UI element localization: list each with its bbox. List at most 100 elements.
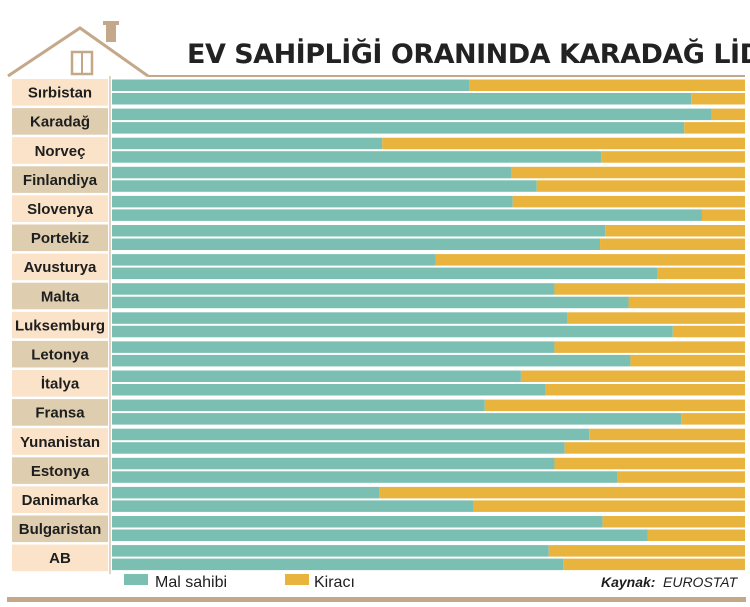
source-value: EUROSTAT	[663, 574, 739, 590]
bar-mal-sahibi	[112, 283, 555, 295]
category-label-bg	[12, 224, 108, 252]
bar-mal-sahibi	[112, 413, 682, 425]
bar-mal-sahibi	[112, 341, 555, 353]
category-label-bg	[12, 370, 108, 397]
category-label: Bulgaristan	[19, 521, 102, 538]
bar-mal-sahibi	[112, 384, 546, 396]
category-label-bg	[12, 399, 108, 426]
category-label: Slovenya	[27, 201, 94, 218]
bar-mal-sahibi	[112, 399, 485, 412]
bar-mal-sahibi	[112, 137, 383, 150]
bar-mal-sahibi	[112, 500, 474, 512]
chart-rows: Sırbistan Karadağ Norveç Finlandiya Slovenya…	[12, 79, 745, 572]
category-label-bg	[12, 428, 108, 455]
bar-mal-sahibi	[112, 354, 631, 367]
bar-kiraci	[554, 283, 745, 295]
source-label: Kaynak:	[601, 574, 655, 590]
bar-kiraci	[511, 166, 745, 179]
bar-kiraci	[681, 413, 745, 425]
legend-label-kiraci: Kiracı	[314, 574, 355, 591]
bar-mal-sahibi	[112, 225, 606, 237]
category-label: Fransa	[35, 405, 85, 422]
category-label-bg	[12, 515, 108, 543]
bar-mal-sahibi	[112, 108, 712, 121]
bar-mal-sahibi	[112, 529, 648, 541]
source-note: Kaynak: EUROSTAT	[601, 574, 739, 590]
bar-kiraci	[554, 341, 745, 353]
bar-kiraci	[617, 471, 745, 483]
category-label-bg	[12, 108, 108, 135]
category-label: Malta	[41, 288, 80, 305]
bar-kiraci	[601, 151, 745, 163]
bar-kiraci	[548, 545, 745, 557]
bar-mal-sahibi	[112, 151, 602, 163]
category-label: Finlandiya	[23, 172, 98, 189]
bar-kiraci	[628, 296, 745, 309]
bar-kiraci	[564, 442, 745, 454]
category-label: Karadağ	[30, 114, 90, 131]
category-label: Estonya	[31, 463, 90, 480]
bar-mal-sahibi	[112, 195, 513, 208]
category-label: Danimarka	[22, 492, 99, 509]
bar-kiraci	[473, 500, 745, 512]
bar-mal-sahibi	[112, 93, 692, 105]
bar-mal-sahibi	[112, 209, 702, 221]
bar-mal-sahibi	[112, 267, 658, 280]
category-label-bg	[12, 166, 108, 193]
category-label: AB	[49, 550, 71, 567]
category-label-bg	[12, 79, 108, 106]
bar-mal-sahibi	[112, 254, 436, 266]
bar-mal-sahibi	[112, 442, 565, 454]
legend-swatch-kiraci	[285, 574, 309, 585]
bar-mal-sahibi	[112, 428, 590, 441]
bar-kiraci	[630, 354, 745, 367]
category-label-bg	[12, 311, 108, 339]
bar-kiraci	[435, 254, 745, 266]
bottom-border	[7, 597, 746, 602]
bar-mal-sahibi	[112, 558, 564, 571]
category-label: Sırbistan	[28, 85, 92, 102]
legend-label-mal-sahibi: Mal sahibi	[155, 574, 227, 591]
bar-kiraci	[691, 93, 745, 105]
bar-mal-sahibi	[112, 325, 673, 338]
bar-kiraci	[484, 399, 745, 412]
bar-kiraci	[536, 180, 745, 192]
category-label: İtalya	[41, 376, 80, 393]
category-label-bg	[12, 195, 108, 222]
legend: Mal sahibi Kiracı	[124, 574, 355, 591]
bar-kiraci	[589, 428, 745, 441]
bar-kiraci	[512, 195, 745, 208]
bar-kiraci	[563, 558, 745, 571]
bar-kiraci	[545, 384, 745, 396]
bar-kiraci	[672, 325, 745, 338]
category-label-bg	[12, 282, 108, 310]
bar-kiraci	[520, 370, 745, 382]
legend-swatch-mal-sahibi	[124, 574, 148, 585]
bar-mal-sahibi	[112, 238, 601, 250]
category-label-bg	[12, 340, 108, 368]
bar-mal-sahibi	[112, 79, 470, 91]
bar-kiraci	[701, 209, 745, 221]
bar-kiraci	[602, 516, 745, 528]
bar-kiraci	[684, 122, 745, 134]
category-label-bg	[12, 457, 108, 484]
bar-mal-sahibi	[112, 122, 685, 134]
bar-kiraci	[657, 267, 745, 280]
bar-kiraci	[567, 312, 745, 324]
bar-mal-sahibi	[112, 545, 549, 557]
bar-mal-sahibi	[112, 166, 512, 179]
house-roof-icon	[7, 21, 149, 78]
bar-mal-sahibi	[112, 296, 629, 309]
bar-mal-sahibi	[112, 486, 380, 499]
bar-mal-sahibi	[112, 457, 555, 470]
category-label-bg	[12, 486, 108, 513]
chart-title: EV SAHİPLİĞİ ORANINDA KARADAĞ LİDER	[187, 38, 750, 70]
bar-mal-sahibi	[112, 516, 603, 528]
bar-kiraci	[469, 79, 745, 91]
category-label: Avusturya	[24, 259, 97, 276]
bar-mal-sahibi	[112, 312, 568, 324]
bar-kiraci	[379, 486, 745, 499]
bar-kiraci	[554, 457, 745, 470]
category-label-bg	[12, 253, 108, 281]
category-label-bg	[12, 137, 108, 164]
